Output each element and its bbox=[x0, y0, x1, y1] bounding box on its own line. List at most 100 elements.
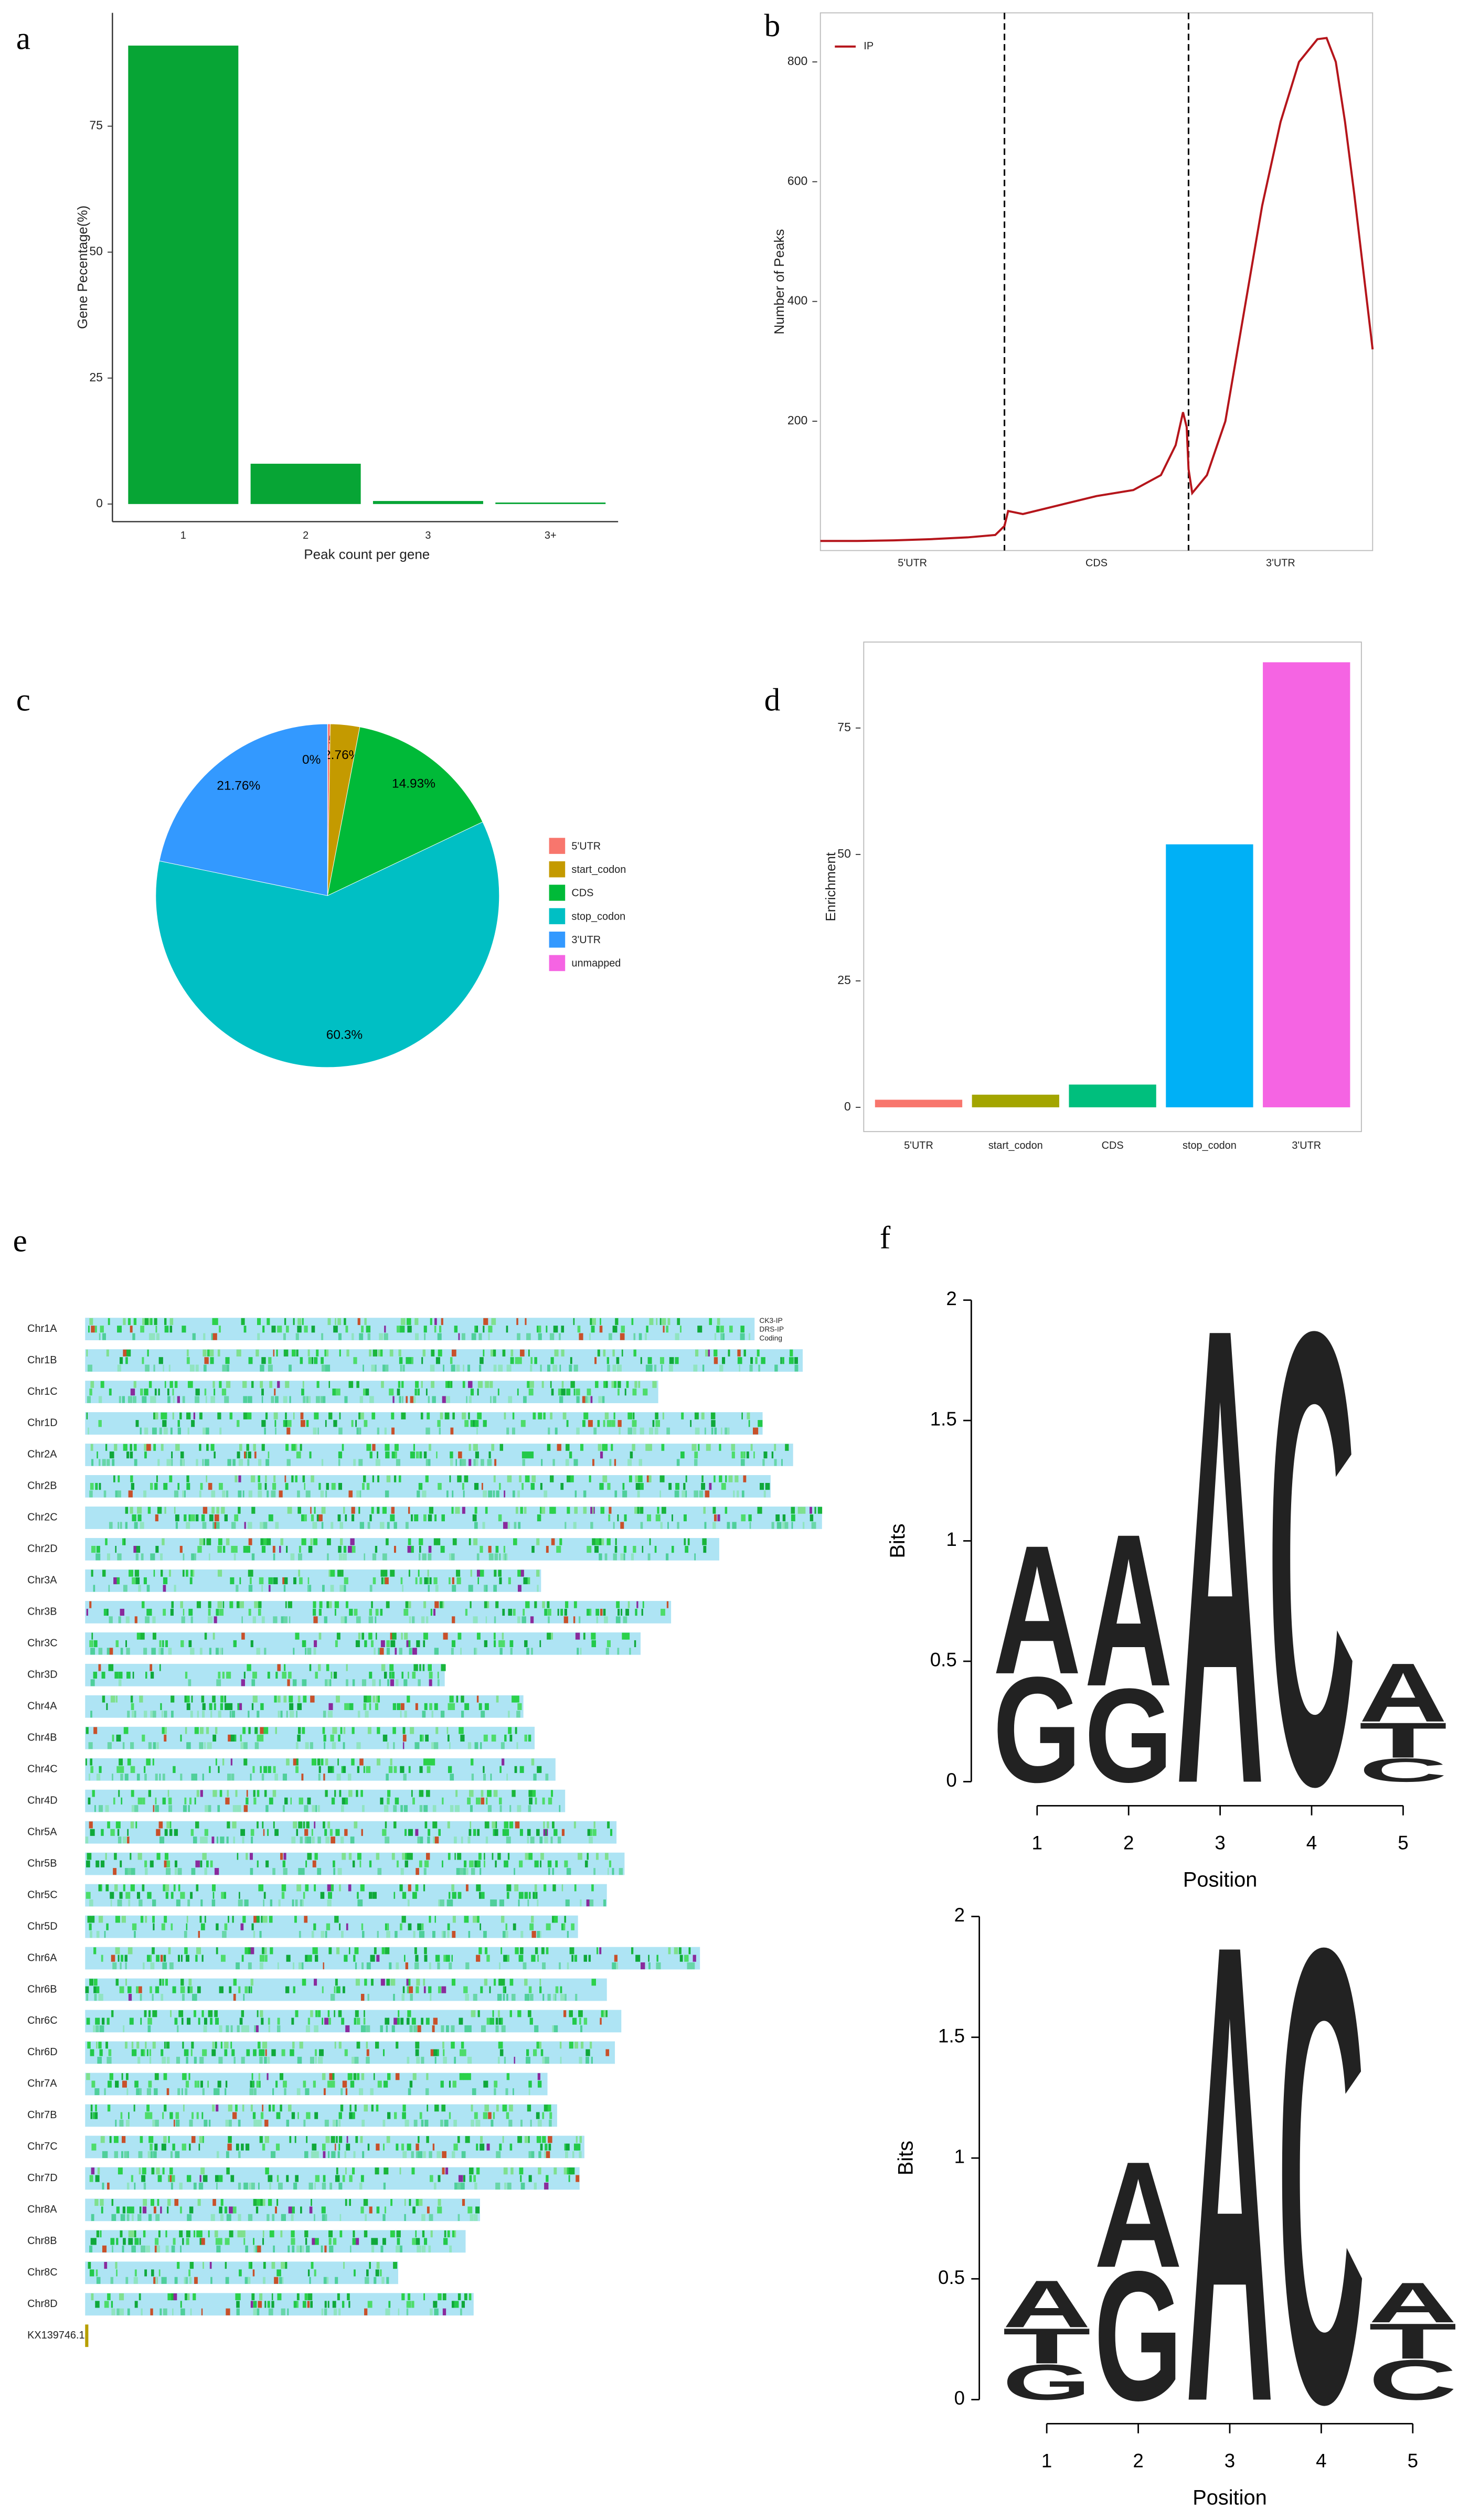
density-mark bbox=[341, 2017, 345, 2025]
density-mark bbox=[363, 1766, 365, 1773]
density-mark bbox=[419, 1545, 421, 1553]
density-mark bbox=[252, 1671, 257, 1679]
legend-swatch bbox=[549, 838, 566, 854]
density-mark bbox=[409, 1648, 412, 1655]
density-mark bbox=[536, 1569, 540, 1577]
density-mark bbox=[241, 1318, 245, 1325]
density-mark bbox=[191, 1774, 196, 1781]
density-mark bbox=[162, 1797, 166, 1804]
density-mark bbox=[122, 1538, 124, 1545]
density-mark bbox=[241, 2056, 245, 2064]
density-mark bbox=[593, 1821, 595, 1829]
density-mark bbox=[327, 1318, 331, 1325]
density-mark bbox=[287, 1420, 292, 1427]
density-mark bbox=[315, 1396, 320, 1403]
density-mark bbox=[520, 1349, 525, 1357]
density-mark bbox=[504, 2182, 507, 2190]
density-mark bbox=[414, 1742, 420, 1749]
density-mark bbox=[352, 1333, 354, 1340]
density-mark bbox=[310, 1507, 312, 1514]
density-mark bbox=[334, 1608, 336, 1616]
density-mark bbox=[313, 1608, 316, 1616]
density-mark bbox=[333, 1671, 337, 1679]
density-mark bbox=[342, 1444, 344, 1451]
density-mark bbox=[230, 1577, 235, 1585]
density-mark bbox=[215, 2017, 219, 2025]
density-mark bbox=[241, 1679, 245, 1686]
density-mark bbox=[309, 1664, 312, 1671]
density-mark bbox=[699, 1490, 704, 1498]
logo-letter: C bbox=[1369, 2348, 1457, 2412]
density-mark bbox=[263, 1892, 266, 1899]
density-mark bbox=[371, 1979, 374, 1986]
density-mark bbox=[412, 2206, 416, 2214]
density-mark bbox=[389, 1349, 393, 1357]
density-mark bbox=[603, 1349, 606, 1357]
density-mark bbox=[386, 2136, 390, 2143]
density-mark bbox=[137, 1797, 143, 1804]
density-mark bbox=[429, 2175, 433, 2182]
density-mark bbox=[364, 1318, 367, 1325]
logo-letter: A bbox=[1359, 1646, 1447, 1739]
density-mark bbox=[550, 1412, 552, 1419]
density-mark bbox=[472, 1514, 477, 1522]
density-mark bbox=[668, 1483, 672, 1490]
density-mark bbox=[606, 1640, 611, 1648]
density-mark bbox=[204, 1916, 206, 1923]
density-mark bbox=[406, 2301, 411, 2308]
density-mark bbox=[541, 1507, 546, 1514]
density-mark bbox=[145, 1616, 150, 1624]
density-mark bbox=[86, 1993, 89, 2001]
density-mark bbox=[398, 2308, 400, 2315]
density-mark bbox=[125, 1507, 129, 1514]
density-mark bbox=[412, 1797, 415, 1804]
density-mark bbox=[260, 1364, 264, 1372]
density-mark bbox=[325, 1490, 327, 1498]
density-mark bbox=[144, 1318, 149, 1325]
pie-slice bbox=[155, 821, 500, 1068]
density-mark bbox=[190, 1892, 193, 1899]
density-mark bbox=[575, 1993, 578, 2001]
density-mark bbox=[747, 1412, 750, 1419]
density-mark bbox=[487, 1805, 492, 1812]
density-mark bbox=[262, 1821, 264, 1829]
density-mark bbox=[259, 2080, 261, 2088]
density-mark bbox=[560, 1986, 562, 1993]
density-mark bbox=[630, 1451, 633, 1459]
density-mark bbox=[331, 1836, 335, 1844]
density-mark bbox=[326, 1923, 331, 1930]
density-mark bbox=[423, 1514, 427, 1522]
density-mark bbox=[225, 2119, 229, 2127]
density-mark bbox=[401, 1381, 404, 1388]
density-mark bbox=[314, 2214, 315, 2221]
density-mark bbox=[229, 2230, 233, 2238]
density-mark bbox=[171, 1711, 174, 1718]
density-mark bbox=[156, 1853, 161, 1860]
density-mark bbox=[300, 1444, 302, 1451]
density-mark bbox=[448, 1703, 451, 1710]
density-mark bbox=[519, 2167, 524, 2175]
density-mark bbox=[548, 1616, 550, 1624]
density-mark bbox=[444, 1412, 450, 1419]
density-mark bbox=[126, 2182, 130, 2190]
density-mark bbox=[592, 1829, 597, 1836]
density-mark bbox=[506, 2112, 509, 2119]
density-mark bbox=[509, 1805, 512, 1812]
density-mark bbox=[194, 2080, 197, 2088]
density-mark bbox=[507, 1955, 509, 1962]
density-mark bbox=[177, 2261, 180, 2269]
density-mark bbox=[411, 2017, 416, 2025]
density-mark bbox=[185, 2277, 188, 2284]
x-tick-label: 5'UTR bbox=[898, 557, 927, 569]
density-mark bbox=[486, 2143, 490, 2151]
density-mark bbox=[297, 1318, 302, 1325]
density-mark bbox=[565, 1601, 569, 1608]
density-mark bbox=[442, 2151, 446, 2158]
density-mark bbox=[157, 1507, 162, 1514]
density-mark bbox=[627, 1427, 633, 1435]
density-mark bbox=[501, 2017, 503, 2025]
density-mark bbox=[635, 1608, 637, 1616]
density-mark bbox=[323, 1734, 326, 1742]
density-mark bbox=[435, 1585, 439, 1592]
density-mark bbox=[637, 1490, 640, 1498]
